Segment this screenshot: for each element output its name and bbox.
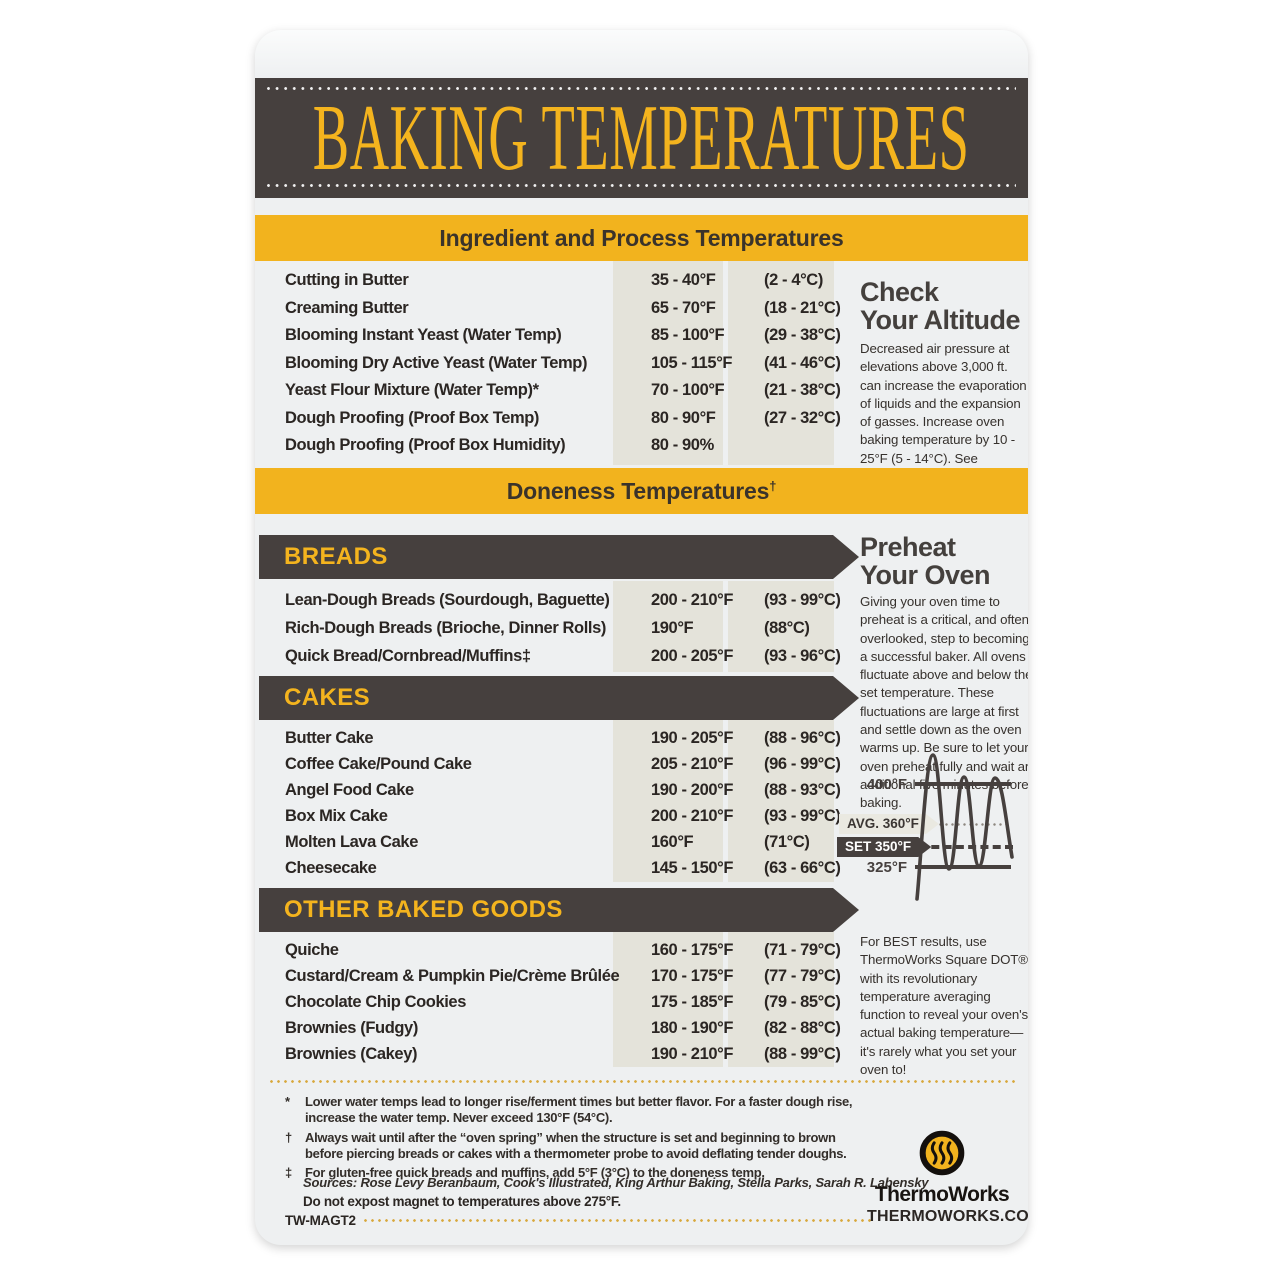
brand-name: ThermoWorks	[874, 1183, 1010, 1206]
section-header-ingredient-label: Ingredient and Process Temperatures	[439, 224, 844, 251]
other-baked-goods-table: Quiche 160 - 175°F (71 - 79°C) Custard/Crea…	[255, 932, 845, 1067]
table-row: Dough Proofing (Proof Box Temp) 80 - 90°F…	[285, 408, 841, 427]
baking-temperatures-magnet: BAKING TEMPERATURES Ingredient and Proce…	[255, 30, 1028, 1245]
section-header-ingredient: Ingredient and Process Temperatures	[255, 215, 1028, 261]
fahrenheit-column-band	[613, 261, 723, 465]
cakes-banner-label: CAKES	[284, 684, 371, 711]
other-baked-goods-banner: OTHER BAKED GOODS	[259, 888, 859, 932]
celsius-column-band	[728, 932, 834, 1067]
breads-banner-label: BREADS	[284, 543, 388, 570]
page-title: BAKING TEMPERATURES	[313, 86, 970, 190]
other-baked-goods-rows: Quiche 160 - 175°F (71 - 79°C) Custard/Crea…	[255, 937, 845, 1067]
celsius-column-band	[728, 261, 834, 465]
table-row: Lean-Dough Breads (Sourdough, Baguette) 2…	[285, 590, 841, 609]
table-row: Box Mix Cake 200 - 210°F (93 - 99°C)	[285, 806, 841, 825]
breads-banner: BREADS	[259, 535, 859, 579]
dagger-mark: †	[769, 477, 777, 493]
sources-line: Sources: Rose Levy Beranbaum, Cook's Ill…	[303, 1175, 929, 1190]
breads-rows: Lean-Dough Breads (Sourdough, Baguette) 2…	[255, 586, 845, 670]
yellow-dotted-line	[363, 1219, 875, 1222]
footnote-dagger: † Always wait until after the “oven spri…	[285, 1129, 847, 1161]
graph-400f-line	[915, 782, 1011, 786]
cakes-rows: Butter Cake 190 - 205°F (88 - 96°C) Coffee …	[255, 725, 845, 881]
graph-avg-dotted-line	[915, 823, 1011, 826]
other-baked-goods-banner-label: OTHER BAKED GOODS	[284, 896, 563, 923]
graph-400f-label: 400°F	[866, 776, 907, 793]
table-row: Blooming Dry Active Yeast (Water Temp) 10…	[285, 353, 841, 372]
oven-graph: 400°F AVG. 360°F SET 350°F 325°F	[835, 753, 1027, 901]
dotted-divider	[267, 87, 1016, 90]
table-row: Custard/Cream & Pumpkin Pie/Crème Brûlée…	[285, 966, 841, 985]
footnotes: * Lower water temps lead to longer rise/…	[285, 1094, 857, 1184]
section-header-doneness-label: Doneness Temperatures†	[506, 477, 777, 504]
table-row: Cheesecake 145 - 150°F (63 - 66°C)	[285, 858, 841, 877]
fahrenheit-column-band	[613, 932, 723, 1067]
table-row: Dough Proofing (Proof Box Humidity) 80 - …	[285, 436, 714, 455]
footnote-double-dagger: ‡ For gluten-free quick breads and muffi…	[285, 1165, 765, 1181]
table-row: Molten Lava Cake 160°F (71°C)	[285, 832, 810, 851]
footnote-asterisk: * Lower water temps lead to longer rise/…	[285, 1094, 853, 1126]
sku-row: TW-MAGT2	[285, 1213, 875, 1228]
celsius-column-band	[728, 581, 834, 672]
table-row: Quiche 160 - 175°F (71 - 79°C)	[285, 940, 841, 959]
table-row: Blooming Instant Yeast (Water Temp) 85 - …	[285, 326, 841, 345]
cakes-table: Butter Cake 190 - 205°F (88 - 96°C) Coffee …	[255, 720, 845, 882]
dotted-divider	[267, 184, 1016, 187]
heat-waves-icon	[919, 1130, 965, 1176]
preheat-heading: Preheat Your Oven	[860, 532, 991, 590]
graph-325f-line	[915, 865, 1011, 869]
graph-avg-tag: AVG. 360°F	[839, 814, 939, 834]
table-row: Yeast Flour Mixture (Water Temp)* 70 - 10…	[285, 381, 841, 400]
table-row: Rich-Dough Breads (Brioche, Dinner Rolls…	[285, 618, 810, 637]
table-row: Coffee Cake/Pound Cake 205 - 210°F (96 - 9…	[285, 754, 841, 773]
fahrenheit-column-band	[613, 720, 723, 882]
table-row: Brownies (Fudgy) 180 - 190°F (82 - 88°C)	[285, 1018, 841, 1037]
table-row: Chocolate Chip Cookies 175 - 185°F (79 - 8…	[285, 992, 841, 1011]
breads-table: Lean-Dough Breads (Sourdough, Baguette) 2…	[255, 581, 845, 672]
sku-code: TW-MAGT2	[285, 1213, 356, 1228]
fahrenheit-column-band	[613, 581, 723, 672]
yellow-dotted-separator	[270, 1080, 1015, 1083]
magnet-warning: Do not expost magnet to temperatures abo…	[303, 1194, 621, 1209]
celsius-column-band	[728, 720, 834, 882]
oven-temp-fluctuation-curve	[915, 753, 1014, 901]
website-url: THERMOWORKS.COM	[867, 1208, 1028, 1225]
cakes-banner: CAKES	[259, 676, 859, 720]
best-results-note: For BEST results, use ThermoWorks Square…	[860, 934, 1028, 1078]
ingredient-rows: Cutting in Butter 35 - 40°F (2 - 4°C) Cream…	[255, 267, 845, 460]
thermoworks-logo: ThermoWorks	[867, 1130, 1017, 1207]
table-row: Angel Food Cake 190 - 200°F (88 - 93°C)	[285, 780, 841, 799]
graph-set-tag: SET 350°F	[837, 837, 931, 857]
table-row: Butter Cake 190 - 205°F (88 - 96°C)	[285, 728, 841, 747]
graph-set-dashed-line	[919, 845, 1013, 849]
ingredient-table: Cutting in Butter 35 - 40°F (2 - 4°C) Cream…	[255, 261, 845, 465]
title-banner: BAKING TEMPERATURES	[255, 78, 1028, 198]
altitude-heading: Check Your Altitude	[860, 277, 1020, 335]
table-row: Cutting in Butter 35 - 40°F (2 - 4°C)	[285, 271, 823, 290]
table-row: Quick Bread/Cornbread/Muffins‡ 200 - 205°…	[285, 646, 841, 665]
graph-325f-label: 325°F	[866, 859, 907, 876]
table-row: Brownies (Cakey) 190 - 210°F (88 - 99°C)	[285, 1044, 841, 1063]
section-header-doneness: Doneness Temperatures†	[255, 468, 1028, 514]
table-row: Creaming Butter 65 - 70°F (18 - 21°C)	[285, 298, 841, 317]
